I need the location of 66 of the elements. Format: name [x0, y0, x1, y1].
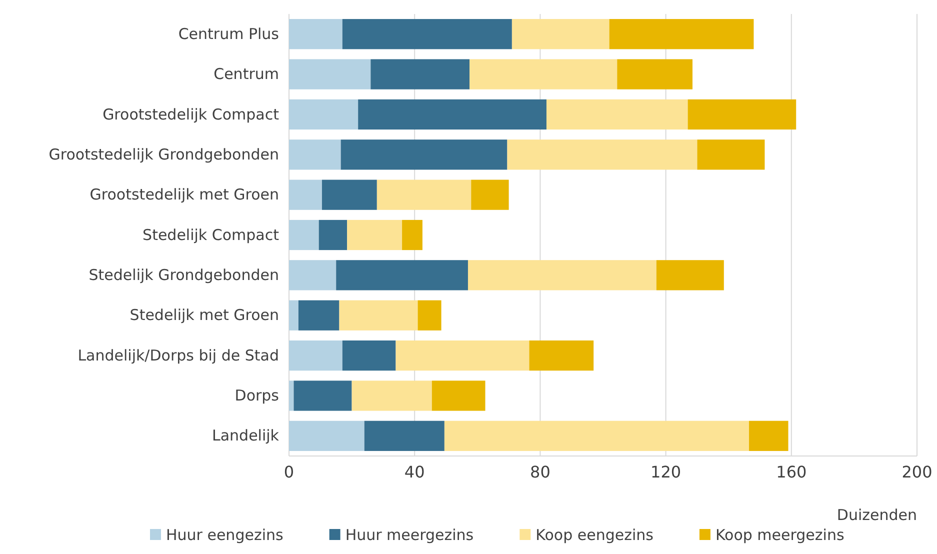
bar: [289, 380, 294, 411]
bar: [507, 140, 698, 170]
legend-label: Huur meergezins: [345, 526, 474, 544]
bar: [376, 180, 472, 210]
x-tick-label: 0: [284, 462, 294, 482]
y-tick-label: Stedelijk met Groen: [130, 306, 279, 324]
bar: [688, 99, 796, 130]
bar: [402, 220, 422, 250]
y-tick-label: Landelijk/Dorps bij de Stad: [78, 346, 279, 364]
bar: [289, 99, 358, 130]
bar: [340, 140, 508, 170]
bar: [289, 180, 322, 210]
bar: [294, 380, 352, 411]
bar: [322, 180, 377, 210]
bar: [289, 340, 342, 371]
bar: [749, 420, 788, 451]
y-tick-label: Centrum: [214, 65, 279, 84]
bar: [609, 19, 754, 50]
bar: [358, 99, 546, 130]
bar: [298, 300, 340, 330]
bar: [289, 420, 364, 451]
bar: [289, 19, 342, 50]
bar: [546, 99, 688, 130]
x-tick-label: 160: [776, 462, 807, 482]
bar: [468, 260, 656, 290]
legend-label: Koop eengezins: [536, 526, 654, 544]
bar: [444, 420, 750, 451]
bar: [339, 300, 418, 330]
x-tick-label: 120: [650, 462, 682, 482]
x-tick-label: 200: [902, 462, 932, 482]
y-tick-label: Dorps: [234, 386, 280, 405]
bar: [352, 380, 432, 411]
y-tick-label: Stedelijk Grondgebonden: [88, 266, 279, 284]
legend-label: Huur eengezins: [166, 526, 284, 544]
bar: [370, 59, 470, 90]
x-tick-label: 40: [404, 462, 425, 482]
bar: [289, 300, 298, 330]
bar: [347, 220, 402, 250]
y-tick-label: Landelijk: [212, 426, 280, 445]
y-tick-label: Grootstedelijk Compact: [102, 105, 280, 124]
bar: [342, 340, 396, 371]
bar: [529, 340, 594, 371]
bar: [470, 59, 618, 90]
y-tick-label: Centrum Plus: [178, 24, 280, 43]
legend-label: Koop meergezins: [715, 526, 844, 544]
bar: [289, 140, 341, 170]
y-tick-label: Stedelijk Compact: [142, 226, 280, 244]
bar: [512, 19, 610, 50]
x-tick-label: 80: [530, 462, 550, 482]
bar: [289, 220, 319, 250]
bar: [617, 59, 692, 90]
bar: [418, 300, 442, 330]
bar: [342, 19, 512, 50]
bar: [289, 260, 336, 290]
y-tick-label: Grootstedelijk Grondgebonden: [48, 145, 279, 164]
bar: [336, 260, 468, 290]
x-axis-title: Duizenden: [836, 506, 917, 524]
bar: [289, 59, 371, 90]
bar: [318, 220, 348, 250]
y-tick-label: Grootstedelijk met Groen: [90, 186, 279, 204]
bar: [697, 140, 765, 170]
bar: [432, 380, 486, 411]
bar: [656, 260, 724, 290]
bar: [396, 340, 530, 371]
bar: [471, 180, 509, 210]
bar: [364, 420, 444, 451]
